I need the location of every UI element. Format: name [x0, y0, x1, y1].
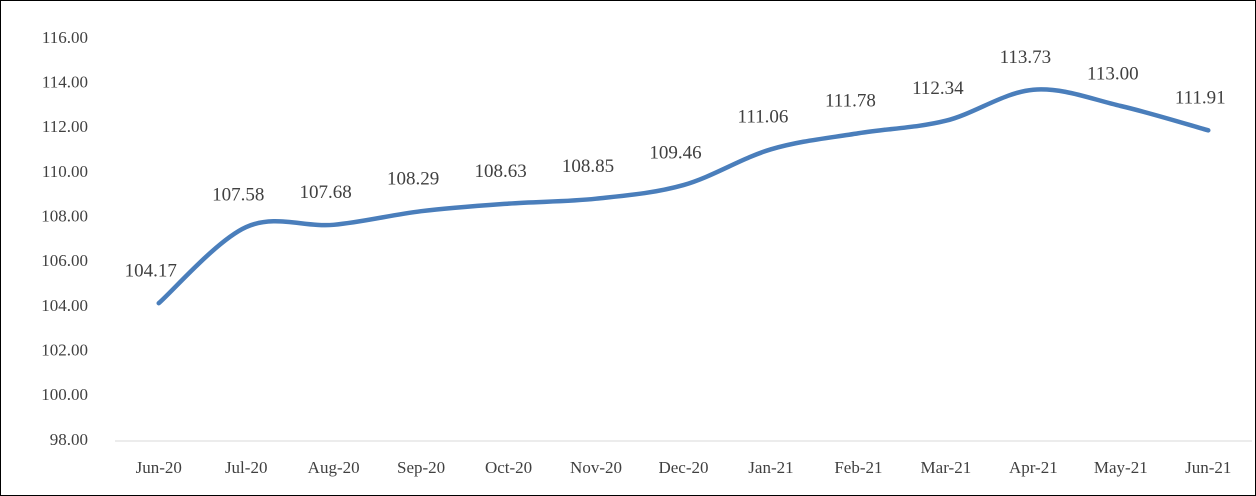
data-label: 108.29 [387, 169, 439, 190]
data-label: 111.06 [738, 107, 789, 128]
data-label: 111.78 [825, 91, 876, 112]
y-tick-label: 112.00 [42, 117, 88, 136]
data-label: 113.73 [1000, 47, 1052, 68]
x-tick-label: Apr-21 [1009, 458, 1058, 477]
x-tick-label: Nov-20 [570, 458, 622, 477]
x-tick-label: Feb-21 [834, 458, 882, 477]
y-tick-label: 110.00 [42, 162, 88, 181]
y-tick-label: 114.00 [42, 73, 88, 92]
x-tick-label: Jun-21 [1185, 458, 1231, 477]
x-tick-label: Jun-20 [136, 458, 182, 477]
data-label: 111.91 [1175, 88, 1226, 109]
x-tick-label: Dec-20 [658, 458, 708, 477]
x-tick-label: May-21 [1094, 458, 1148, 477]
data-label: 112.34 [912, 78, 964, 99]
data-label: 107.68 [300, 182, 352, 203]
x-tick-label: Mar-21 [921, 458, 972, 477]
data-label: 107.58 [212, 184, 264, 205]
y-tick-label: 116.00 [42, 28, 88, 47]
y-tick-label: 104.00 [41, 296, 88, 315]
x-tick-label: Oct-20 [485, 458, 532, 477]
y-tick-label: 108.00 [41, 207, 88, 226]
x-tick-label: Sep-20 [397, 458, 445, 477]
data-line [156, 87, 1211, 306]
y-tick-label: 98.00 [50, 430, 88, 449]
data-label: 104.17 [125, 261, 177, 282]
x-tick-label: Jan-21 [748, 458, 793, 477]
data-label: 109.46 [649, 142, 701, 163]
y-tick-label: 100.00 [41, 385, 88, 404]
x-tick-label: Aug-20 [308, 458, 360, 477]
data-label: 108.63 [474, 161, 526, 182]
x-tick-label: Jul-20 [225, 458, 268, 477]
y-tick-label: 106.00 [41, 251, 88, 270]
y-tick-label: 102.00 [41, 341, 88, 360]
data-label: 113.00 [1087, 63, 1139, 84]
data-label: 108.85 [562, 156, 614, 177]
